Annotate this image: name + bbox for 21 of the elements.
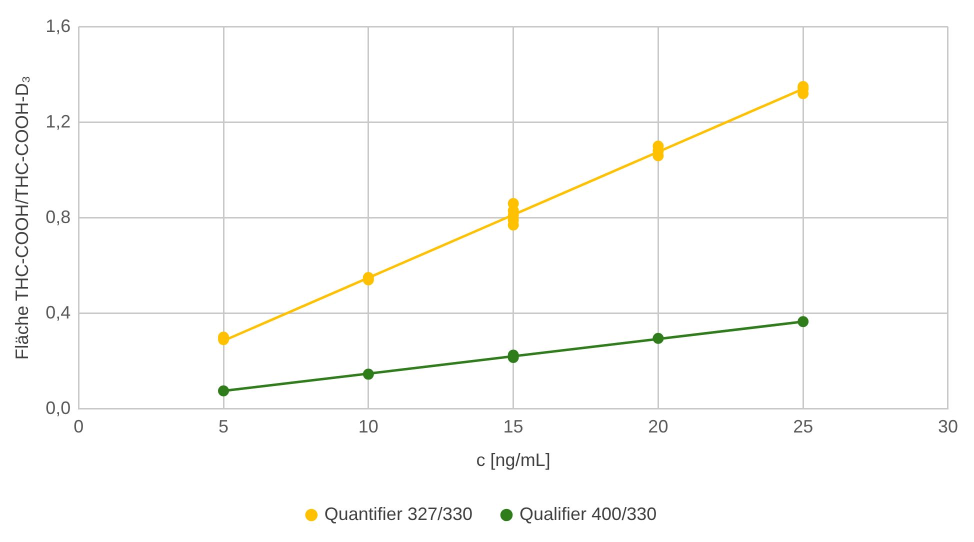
x-tick-label: 20 <box>648 416 668 437</box>
x-tick-label: 30 <box>938 416 958 437</box>
y-tick-label: 0,0 <box>46 398 71 418</box>
y-tick-label: 1,6 <box>46 16 71 36</box>
point <box>508 198 519 209</box>
point <box>218 385 230 396</box>
point <box>362 368 374 380</box>
point <box>652 332 664 344</box>
y-tick-label: 0,8 <box>46 206 71 227</box>
x-tick-label: 25 <box>793 416 814 437</box>
x-tick-label: 5 <box>218 416 229 437</box>
legend-label: Quantifier 327/330 <box>324 504 473 524</box>
y-axis-title: Fläche THC-COOH/THC-COOH-D₃ <box>12 76 32 360</box>
x-tick-label: 10 <box>358 416 378 437</box>
x-axis-title: c [ng/mL] <box>476 450 550 470</box>
y-tick-label: 1,2 <box>46 111 71 132</box>
point <box>798 316 809 328</box>
y-tick-label: 0,4 <box>46 302 71 322</box>
x-tick-label: 0 <box>74 416 84 437</box>
x-tick-label: 15 <box>503 416 524 437</box>
legend-label: Qualifier 400/330 <box>520 504 657 524</box>
